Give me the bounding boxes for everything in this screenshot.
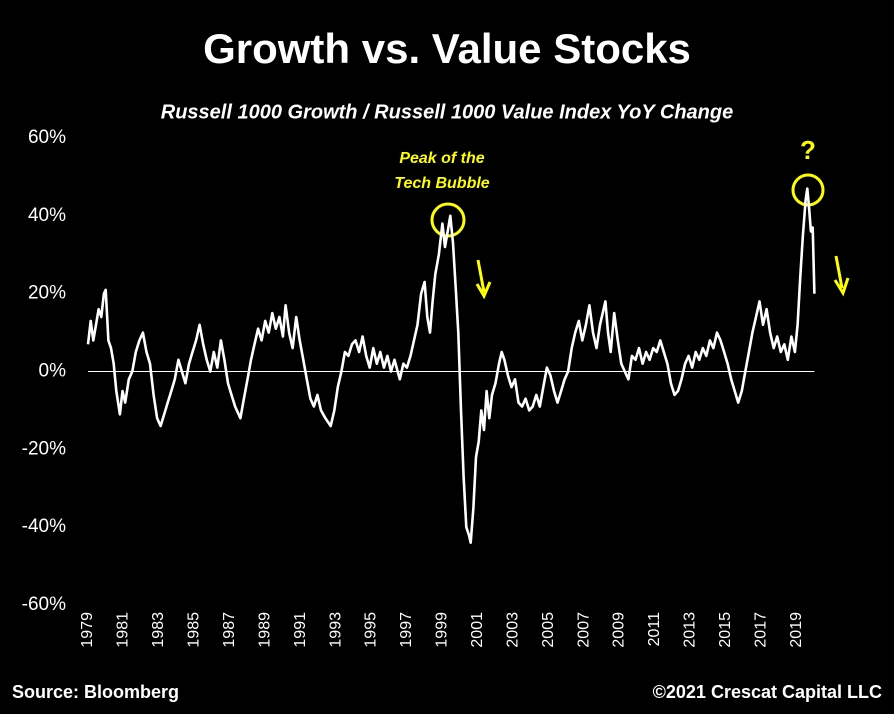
x-tick-label: 2003 xyxy=(504,612,521,648)
x-tick-label: 2005 xyxy=(540,612,557,648)
x-tick-label: 2011 xyxy=(646,612,663,647)
x-tick-label: 1995 xyxy=(363,612,380,648)
x-tick-label: 1987 xyxy=(221,612,238,648)
x-tick-label: 2001 xyxy=(469,612,486,648)
x-tick-label: 1993 xyxy=(327,612,344,648)
down-arrow xyxy=(475,259,492,300)
chart-title: Growth vs. Value Stocks xyxy=(203,25,691,72)
chart-subtitle: Russell 1000 Growth / Russell 1000 Value… xyxy=(161,101,733,123)
x-tick-label: 1985 xyxy=(186,612,203,648)
source: Source: Bloomberg xyxy=(12,682,179,702)
annotation: ? xyxy=(800,135,816,165)
x-tick-label: 1999 xyxy=(434,612,451,648)
y-tick-label: -40% xyxy=(22,516,66,537)
y-tick-label: 60% xyxy=(28,127,66,148)
x-tick-label: 2019 xyxy=(788,612,805,648)
x-tick-label: 1983 xyxy=(150,612,167,648)
y-tick-label: 40% xyxy=(28,205,66,226)
x-tick-label: 1979 xyxy=(79,612,96,648)
down-arrow xyxy=(833,255,850,297)
y-tick-label: 0% xyxy=(39,361,67,382)
y-tick-label: 20% xyxy=(28,283,66,304)
annotation: Peak of the xyxy=(399,150,484,167)
x-tick-label: 2017 xyxy=(752,612,769,648)
x-tick-label: 1989 xyxy=(256,612,273,648)
credit: ©2021 Crescat Capital LLC xyxy=(653,682,882,702)
annotation: Tech Bubble xyxy=(394,175,490,192)
y-tick-label: -60% xyxy=(22,594,66,615)
x-tick-label: 2007 xyxy=(575,612,592,648)
data-line xyxy=(86,187,816,544)
x-tick-label: 2013 xyxy=(682,612,699,648)
x-tick-label: 1997 xyxy=(398,612,415,648)
x-tick-label: 2009 xyxy=(611,612,628,648)
x-tick-label: 1991 xyxy=(292,612,309,648)
x-tick-label: 1981 xyxy=(115,612,132,648)
x-tick-label: 2015 xyxy=(717,612,734,648)
y-tick-label: -20% xyxy=(22,438,66,459)
